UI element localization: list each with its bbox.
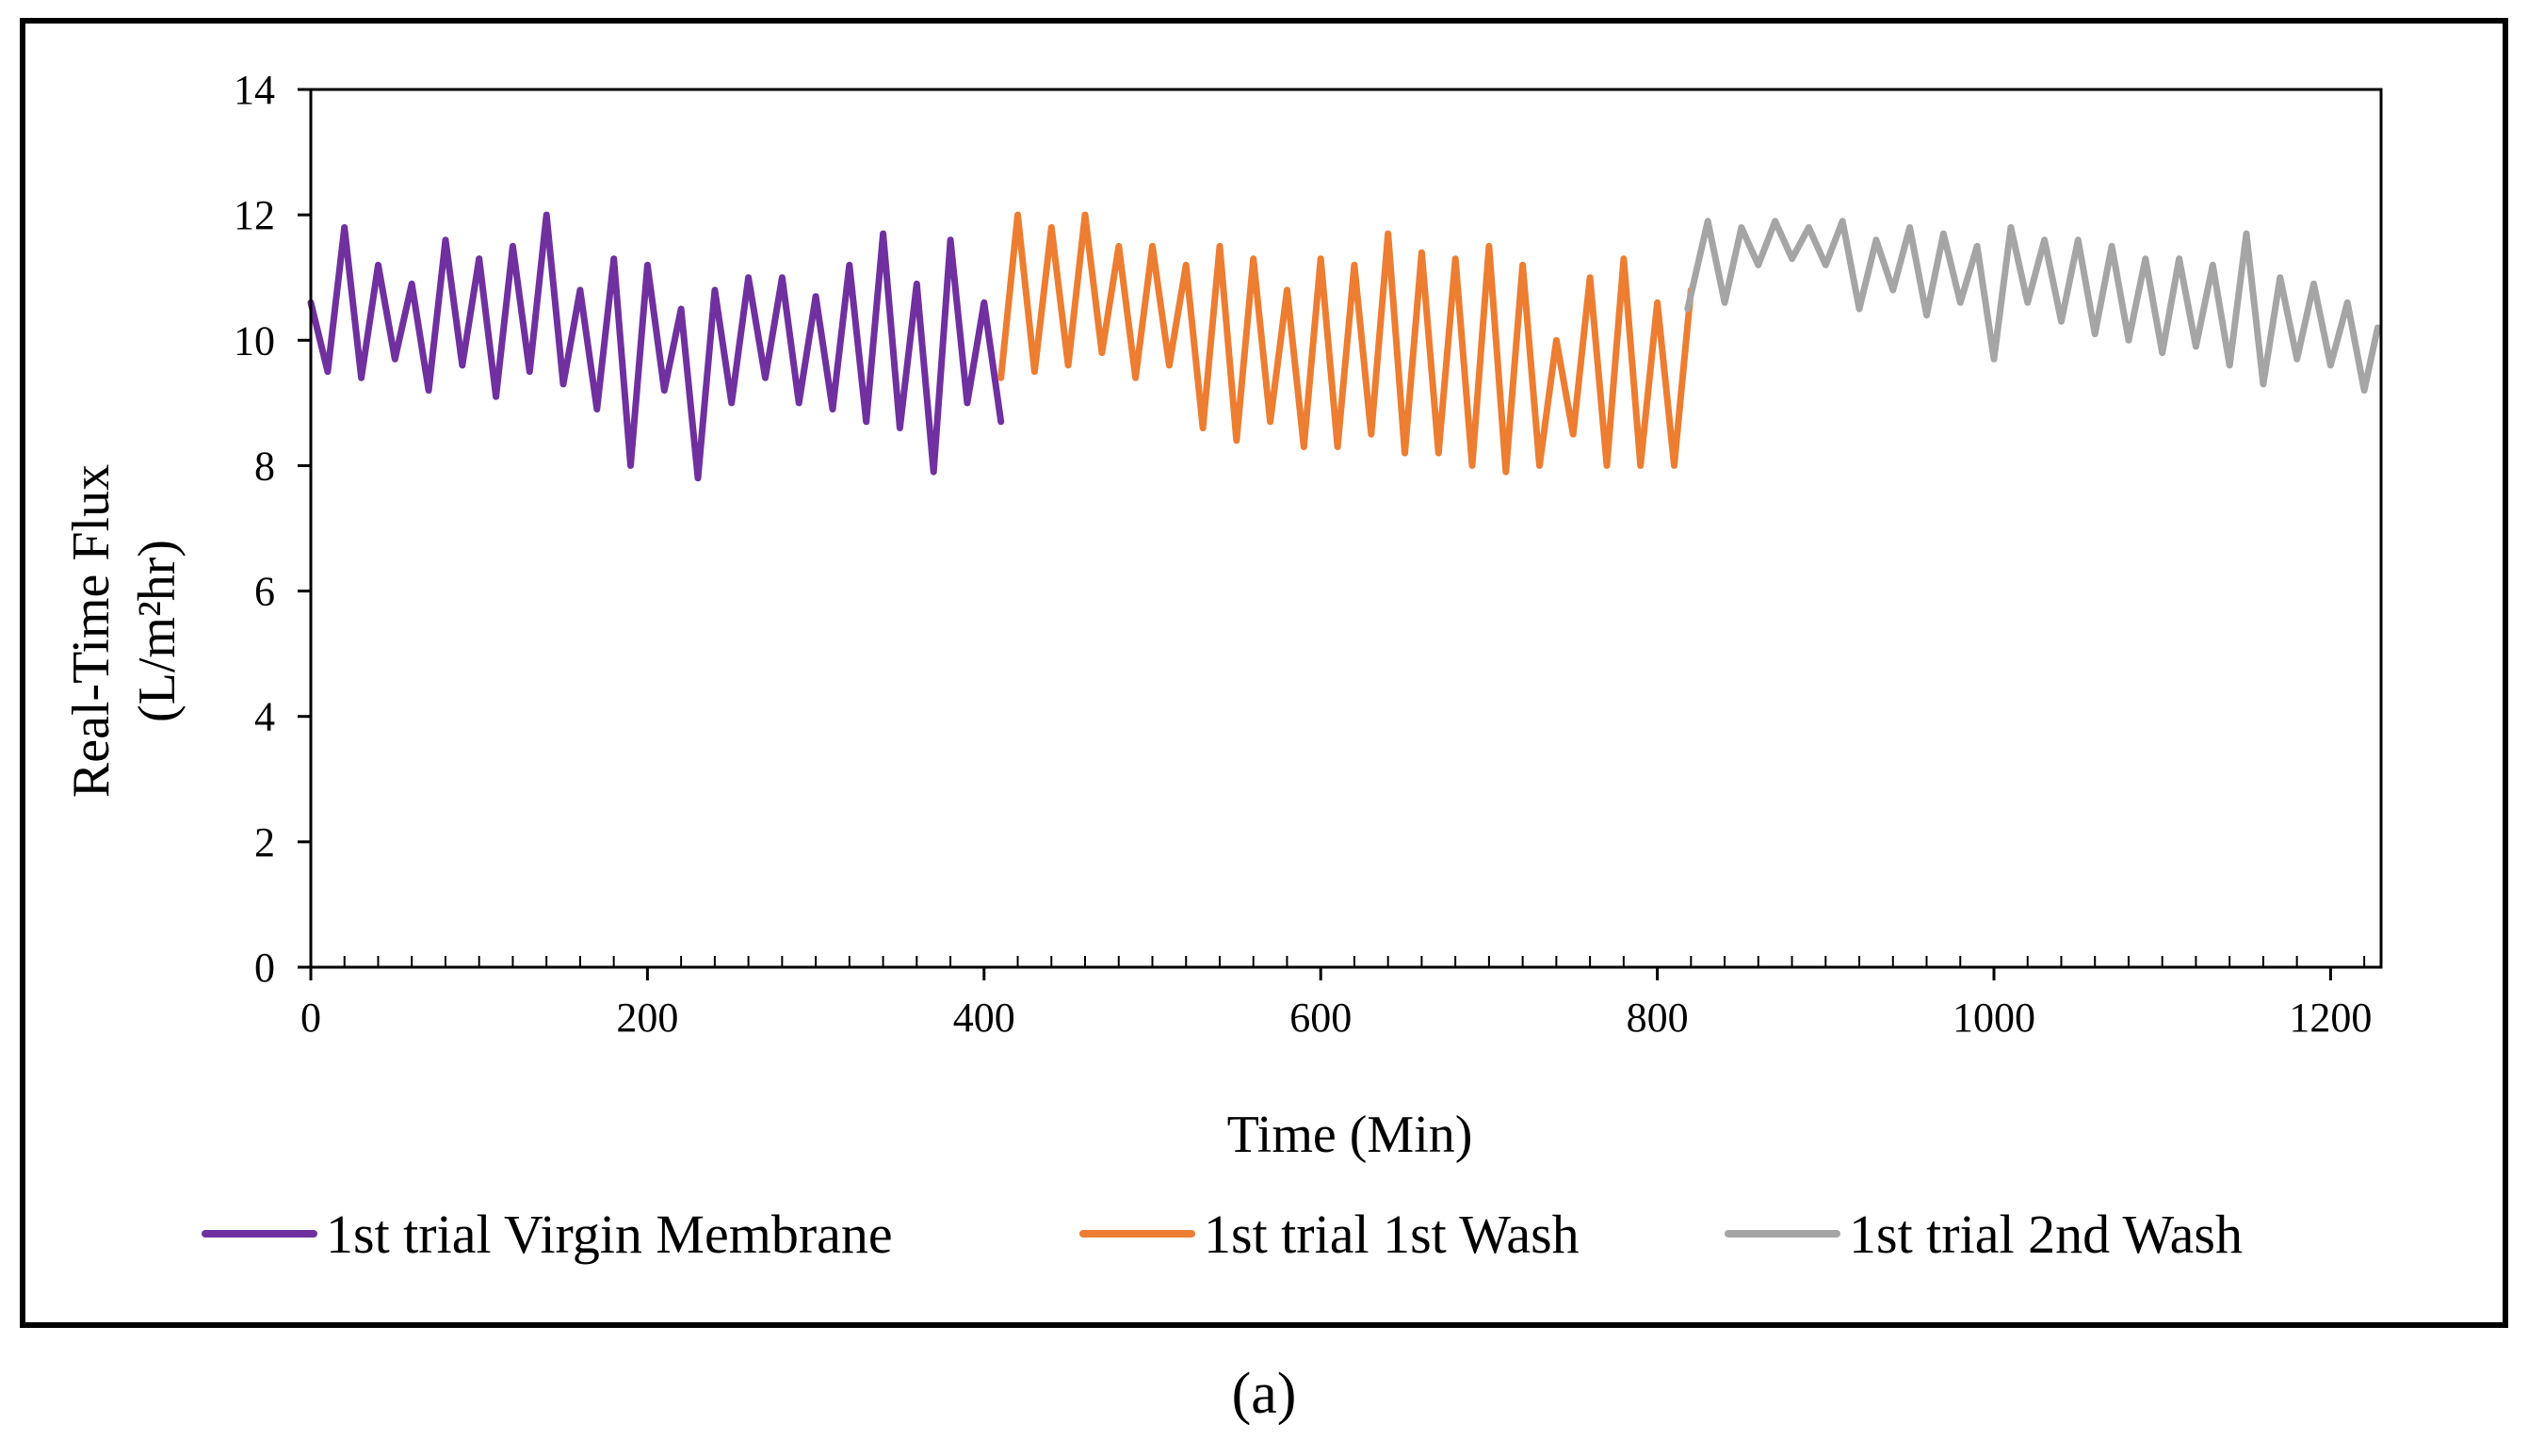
y-tick-label: 6: [254, 569, 275, 615]
legend-label-2: 1st trial 1st Wash: [1204, 1204, 1580, 1265]
series-line-2: [997, 211, 1694, 476]
x-tick-label: 600: [1289, 995, 1352, 1041]
plot-border: [309, 88, 2383, 969]
axes: 0 200 400 600 800 1000 1200 0 2 4 6 8 10 12 14: [234, 67, 2383, 1041]
legend-label-1: 1st trial Virgin Membrane: [326, 1204, 893, 1265]
series-line-1: [307, 211, 1005, 482]
panel-label: (a): [1232, 1362, 1297, 1426]
x-tick-label: 1000: [1953, 995, 2035, 1041]
y-tick-label: 12: [234, 192, 275, 238]
legend-label-3: 1st trial 2nd Wash: [1849, 1204, 2243, 1265]
x-tick-label: 400: [953, 995, 1015, 1041]
x-tick-label: 1200: [2289, 995, 2372, 1041]
x-tick-label: 800: [1627, 995, 1689, 1041]
legend: 1st trial Virgin Membrane 1st trial 1st W…: [202, 1204, 2243, 1265]
y-tick-label: 2: [254, 819, 275, 866]
series-line-3: [1684, 218, 2381, 394]
y-axis-title-line2: (L/m²hr): [128, 540, 186, 722]
chart-frame: [20, 18, 2508, 1328]
y-tick-label: 10: [234, 317, 275, 364]
y-axis-title-line1: Real-Time Flux: [62, 464, 121, 798]
plot-area: [307, 211, 2381, 482]
x-tick-label: 0: [300, 995, 321, 1041]
y-tick-label: 8: [254, 443, 275, 489]
y-tick-label: 4: [254, 694, 275, 740]
x-axis-title: Time (Min): [1227, 1106, 1473, 1164]
x-tick-label: 200: [616, 995, 678, 1041]
y-tick-label: 14: [234, 67, 275, 113]
y-tick-label: 0: [254, 945, 275, 991]
y-axis-title: Real-Time Flux (L/m²hr): [62, 464, 186, 798]
